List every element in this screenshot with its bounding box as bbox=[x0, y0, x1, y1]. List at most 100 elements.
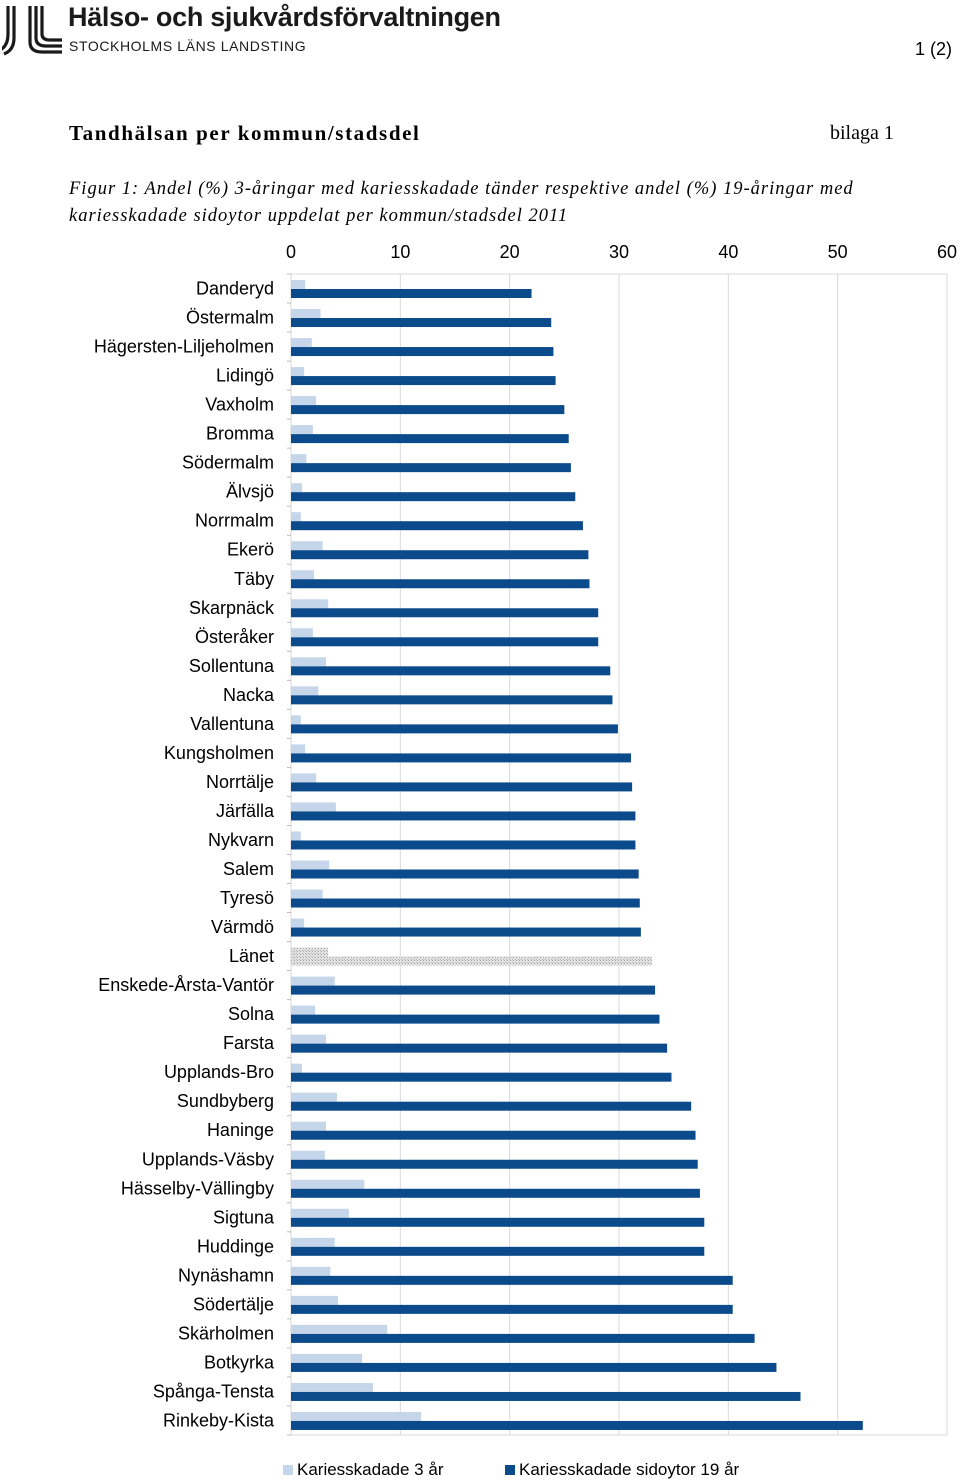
document-title: Tandhälsan per kommun/stadsdel bbox=[69, 121, 421, 145]
category-label: Nynäshamn bbox=[178, 1265, 274, 1285]
bar-19ar bbox=[291, 1362, 777, 1372]
category-label: Spånga-Tensta bbox=[153, 1381, 275, 1401]
bar-19ar bbox=[291, 1420, 863, 1430]
bar-3ar bbox=[291, 1237, 335, 1247]
bar-3ar bbox=[291, 918, 305, 928]
category-label: Salem bbox=[223, 859, 274, 879]
bar-19ar bbox=[291, 405, 565, 415]
bar-19ar bbox=[291, 956, 652, 966]
bar-3ar bbox=[291, 367, 305, 377]
bar-3ar bbox=[291, 889, 323, 899]
bar-3ar bbox=[291, 280, 306, 289]
bar-19ar bbox=[291, 927, 641, 937]
category-label: Upplands-Väsby bbox=[142, 1149, 274, 1169]
bar-3ar bbox=[291, 599, 329, 609]
legend-label-3ar: Kariesskadade 3 år bbox=[297, 1460, 444, 1479]
bar-3ar bbox=[291, 396, 317, 406]
bar-19ar bbox=[291, 318, 552, 328]
bar-19ar bbox=[291, 550, 589, 560]
header-logo: Hälso- och sjukvårdsförvaltningen STOCKH… bbox=[0, 0, 560, 60]
bar-3ar bbox=[291, 483, 302, 493]
category-label: Nacka bbox=[223, 685, 275, 705]
bar-3ar bbox=[291, 1208, 349, 1218]
bar-19ar bbox=[291, 463, 571, 473]
bar-19ar bbox=[291, 289, 532, 298]
bar-3ar bbox=[291, 425, 313, 435]
bar-3ar bbox=[291, 1005, 316, 1015]
org-name: Hälso- och sjukvårdsförvaltningen bbox=[68, 2, 501, 32]
legend-item-3ar: Kariesskadade 3 år bbox=[283, 1460, 443, 1480]
bar-3ar bbox=[291, 1324, 388, 1334]
bar-19ar bbox=[291, 869, 639, 879]
x-tick-label: 40 bbox=[718, 242, 738, 262]
bar-3ar bbox=[291, 657, 326, 667]
category-label: Österåker bbox=[195, 627, 274, 647]
bar-3ar bbox=[291, 976, 335, 986]
category-label: Östermalm bbox=[186, 308, 274, 328]
category-label: Upplands-Bro bbox=[164, 1062, 274, 1082]
bar-19ar bbox=[291, 1188, 700, 1198]
bar-19ar bbox=[291, 434, 569, 444]
bar-3ar bbox=[291, 802, 336, 812]
bar-19ar bbox=[291, 1304, 733, 1314]
bar-19ar bbox=[291, 1014, 660, 1024]
x-tick-label: 50 bbox=[828, 242, 848, 262]
x-tick-label: 0 bbox=[286, 242, 296, 262]
bar-19ar bbox=[291, 1072, 672, 1082]
category-label: Kungsholmen bbox=[164, 743, 274, 763]
bar-19ar bbox=[291, 1159, 698, 1169]
category-label: Lidingö bbox=[216, 366, 274, 386]
bar-3ar bbox=[291, 715, 301, 725]
category-label: Skarpnäck bbox=[189, 598, 275, 618]
bar-19ar bbox=[291, 695, 613, 705]
category-label: Vaxholm bbox=[205, 395, 274, 415]
category-label: Sollentuna bbox=[189, 656, 275, 676]
bar-3ar bbox=[291, 1063, 302, 1073]
category-label: Hässelby-Vällingby bbox=[121, 1178, 274, 1198]
category-label: Södertälje bbox=[193, 1294, 274, 1314]
bar-19ar bbox=[291, 579, 590, 589]
bar-19ar bbox=[291, 608, 599, 618]
category-label: Täby bbox=[234, 569, 274, 589]
category-label: Norrtälje bbox=[206, 772, 274, 792]
bar-19ar bbox=[291, 985, 656, 995]
bar-19ar bbox=[291, 1217, 705, 1227]
category-label: Rinkeby-Kista bbox=[163, 1410, 275, 1430]
bar-3ar bbox=[291, 1092, 337, 1102]
category-label: Vallentuna bbox=[190, 714, 275, 734]
bar-19ar bbox=[291, 1275, 733, 1285]
legend-swatch-19ar bbox=[505, 1465, 515, 1475]
figure-caption: Figur 1: Andel (%) 3-åringar med kariess… bbox=[69, 179, 854, 226]
bar-19ar bbox=[291, 782, 633, 792]
bar-19ar bbox=[291, 347, 554, 357]
bar-3ar bbox=[291, 628, 313, 638]
bar-3ar bbox=[291, 1295, 339, 1305]
category-label: Tyresö bbox=[220, 888, 274, 908]
bar-3ar bbox=[291, 1266, 331, 1276]
category-label: Hägersten-Liljeholmen bbox=[94, 337, 274, 357]
bar-3ar bbox=[291, 947, 329, 957]
legend-item-19ar: Kariesskadade sidoytor 19 år bbox=[505, 1460, 739, 1480]
bar-19ar bbox=[291, 898, 640, 908]
bar-19ar bbox=[291, 1391, 801, 1401]
bar-19ar bbox=[291, 1130, 696, 1140]
bar-3ar bbox=[291, 773, 317, 783]
category-label: Sundbyberg bbox=[177, 1091, 274, 1111]
bar-19ar bbox=[291, 666, 611, 676]
bar-19ar bbox=[291, 811, 636, 821]
category-label: Danderyd bbox=[196, 279, 274, 299]
bar-3ar bbox=[291, 1411, 422, 1421]
category-label: Värmdö bbox=[211, 917, 274, 937]
category-label: Haninge bbox=[207, 1120, 274, 1140]
bar-19ar bbox=[291, 724, 618, 734]
bar-3ar bbox=[291, 1179, 365, 1189]
bar-3ar bbox=[291, 338, 312, 348]
org-subtitle: STOCKHOLMS LÄNS LANDSTING bbox=[69, 38, 307, 54]
bar-3ar bbox=[291, 570, 314, 580]
category-label: Länet bbox=[229, 946, 274, 966]
category-label: Ekerö bbox=[227, 540, 274, 560]
category-label: Solna bbox=[228, 1004, 275, 1024]
bar-19ar bbox=[291, 753, 632, 763]
bar-3ar bbox=[291, 744, 306, 754]
bar-3ar bbox=[291, 860, 330, 870]
